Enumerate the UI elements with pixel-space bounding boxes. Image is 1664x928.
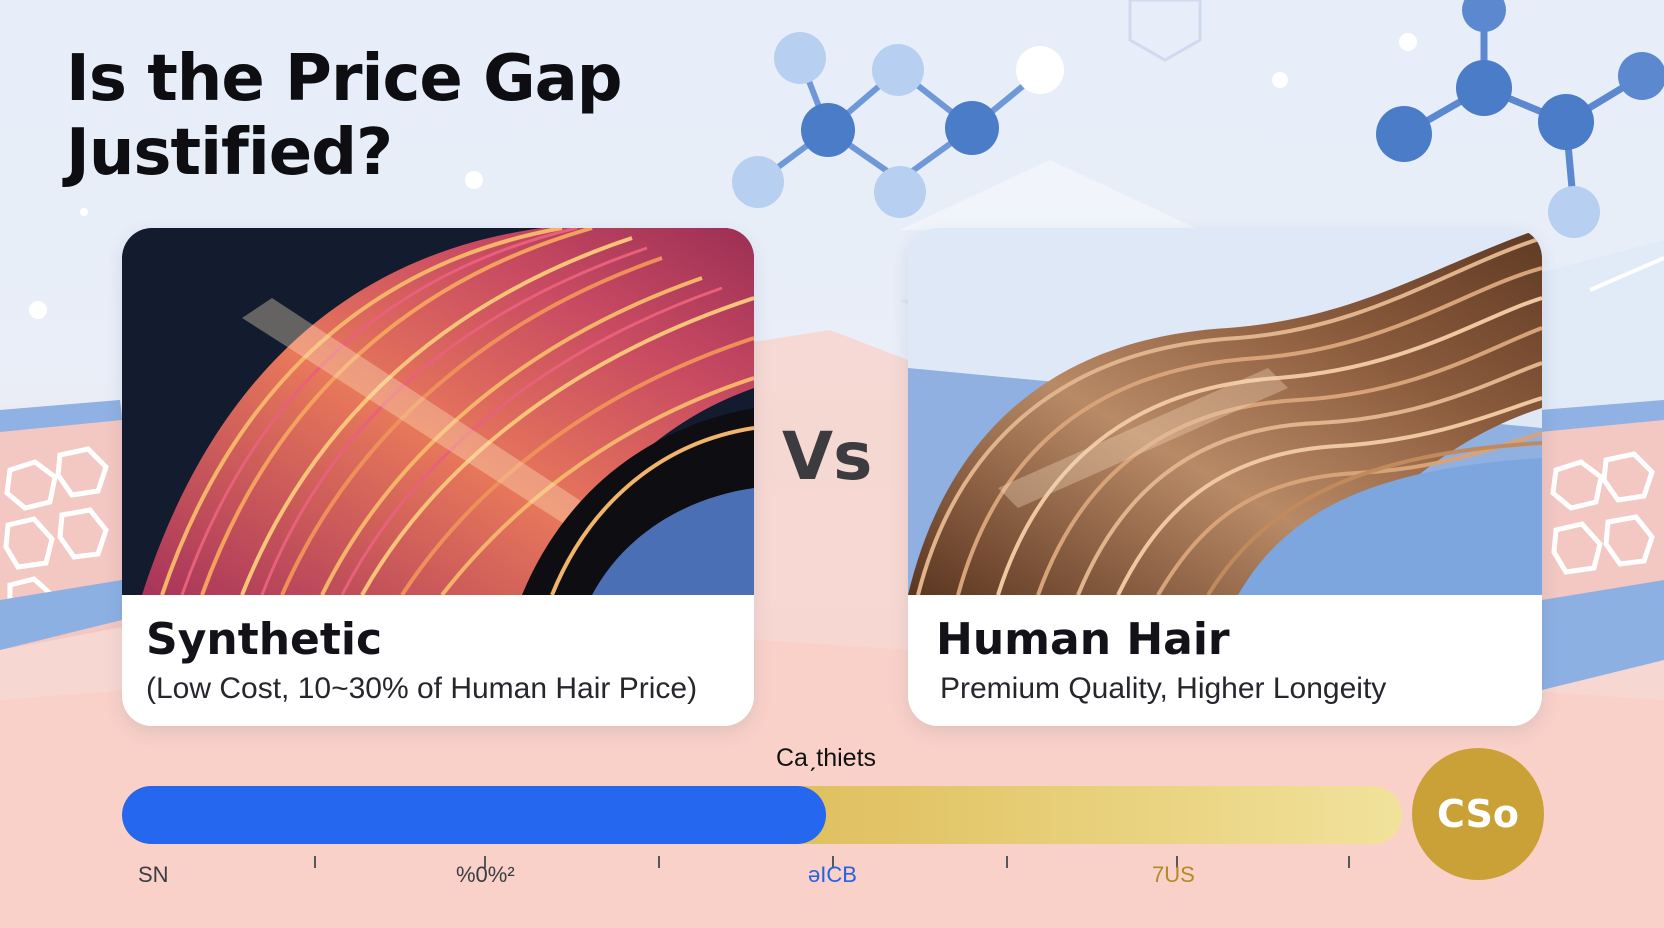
vs-text: Vs bbox=[782, 418, 873, 495]
human-hair-subtitle: Premium Quality, Higher Longeity bbox=[940, 672, 1387, 705]
scale-tick-label: SN bbox=[138, 862, 169, 887]
scale-tick-label: əICB bbox=[808, 862, 857, 887]
skin-cells-pattern bbox=[0, 400, 1664, 650]
scale-tick bbox=[314, 856, 316, 868]
scale-tick bbox=[832, 856, 834, 868]
molecule-icon bbox=[1376, 0, 1664, 238]
molecule-icon bbox=[732, 32, 1064, 218]
synthetic-subtitle: (Low Cost, 10~30% of Human Hair Price) bbox=[146, 672, 698, 705]
scale-tick bbox=[1176, 856, 1178, 868]
page-title: Is the Price Gap Justified? bbox=[66, 42, 623, 190]
scale-tick bbox=[1006, 856, 1008, 868]
title-line-1: Is the Price Gap bbox=[66, 42, 623, 116]
scale-tick bbox=[1348, 856, 1350, 868]
human-hair-label: Human Hair bbox=[936, 614, 1230, 665]
price-bar-fill bbox=[122, 786, 826, 844]
price-bar bbox=[122, 786, 1402, 844]
synthetic-label: Synthetic bbox=[146, 614, 383, 665]
scale-tick bbox=[658, 856, 660, 868]
hair-swatch-human bbox=[908, 228, 1542, 595]
cost-badge: CSo bbox=[1412, 748, 1544, 880]
scale-tick-label: 7US bbox=[1152, 862, 1195, 887]
human-hair-card: Human Hair Premium Quality, Higher Longe… bbox=[908, 228, 1542, 726]
hair-swatch-synthetic bbox=[122, 228, 754, 595]
title-line-2: Justified? bbox=[66, 116, 393, 190]
price-bar-caption: Caˏthiets bbox=[776, 744, 877, 772]
scale-tick bbox=[484, 856, 486, 868]
scale-tick-label: %0%² bbox=[456, 862, 515, 887]
synthetic-card: Synthetic (Low Cost, 10~30% of Human Hai… bbox=[122, 228, 754, 726]
